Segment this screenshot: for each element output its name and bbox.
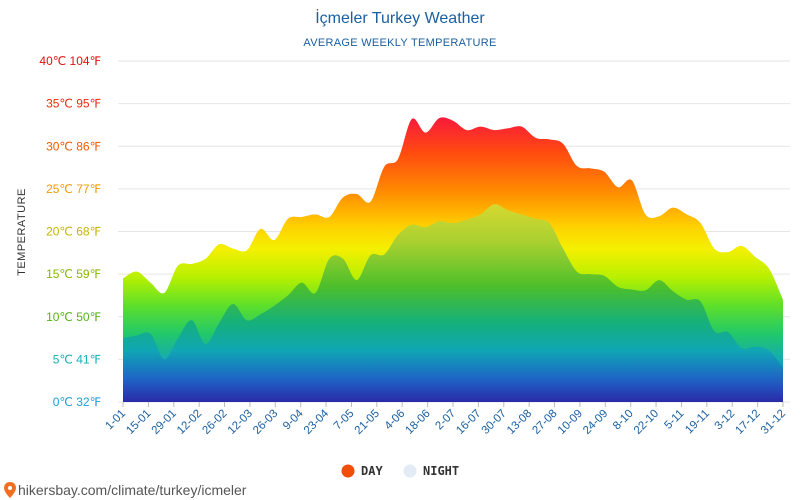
footer-text: hikersbay.com/climate/turkey/icmeler (18, 482, 247, 498)
legend-day-marker (341, 464, 355, 478)
legend-day-label: DAY (361, 464, 383, 478)
x-tick-label: 23-04 (302, 407, 332, 437)
x-tick-label: 30-07 (480, 408, 509, 437)
x-tick-label: 22-10 (632, 408, 661, 437)
map-pin-dot (8, 486, 12, 490)
x-tick-label: 27-08 (530, 408, 559, 437)
chart-subtitle: AVERAGE WEEKLY TEMPERATURE (303, 37, 496, 49)
y-tick-label: 40℃ 104℉ (39, 54, 101, 68)
x-tick-label: 17-12 (733, 408, 762, 437)
y-tick-label: 5℃ 41℉ (53, 352, 101, 366)
x-tick-label: 26-02 (200, 408, 229, 437)
legend-night-label: NIGHT (423, 464, 459, 478)
x-tick-label: 12-03 (226, 408, 255, 437)
y-tick-label: 10℃ 50℉ (46, 310, 101, 324)
y-axis-title: TEMPERATURE (16, 188, 28, 276)
x-tick-label: 16-07 (454, 408, 483, 437)
legend: DAY NIGHT (341, 464, 460, 478)
x-tick-label: 13-08 (505, 408, 534, 437)
y-axis: 0℃ 32℉ 5℃ 41℉ 10℃ 50℉ 15℃ 59℉ 20℃ 68℉ 25℃ 77℉… (39, 54, 101, 409)
x-tick-label: 24-09 (581, 408, 610, 437)
legend-night-marker (403, 464, 417, 478)
footer-link[interactable]: hikersbay.com/climate/turkey/icmeler (4, 482, 247, 498)
y-tick-label: 0℃ 32℉ (53, 395, 101, 409)
x-tick-label: 12-02 (175, 408, 204, 437)
legend-night[interactable]: NIGHT (403, 464, 460, 478)
x-tick-label: 21-05 (353, 408, 382, 437)
y-tick-label: 30℃ 86℉ (46, 139, 101, 153)
night-temperature-area (123, 204, 783, 402)
x-tick-label: 26-03 (251, 408, 280, 437)
x-tick-label: 29-01 (150, 408, 179, 437)
x-tick-label: 18-06 (403, 408, 432, 437)
x-tick-label: 10-09 (556, 408, 585, 437)
y-tick-label: 20℃ 68℉ (46, 225, 101, 239)
legend-day[interactable]: DAY (341, 464, 384, 478)
chart-title: İçmeler Turkey Weather (315, 8, 485, 27)
x-tick-label: 31-12 (759, 408, 788, 437)
x-tick-label: 19-11 (683, 408, 712, 437)
y-tick-label: 15℃ 59℉ (46, 267, 101, 281)
x-tick-label: 15-01 (124, 408, 153, 437)
y-tick-label: 25℃ 77℉ (46, 182, 101, 196)
y-tick-label: 35℃ 95℉ (46, 97, 101, 111)
